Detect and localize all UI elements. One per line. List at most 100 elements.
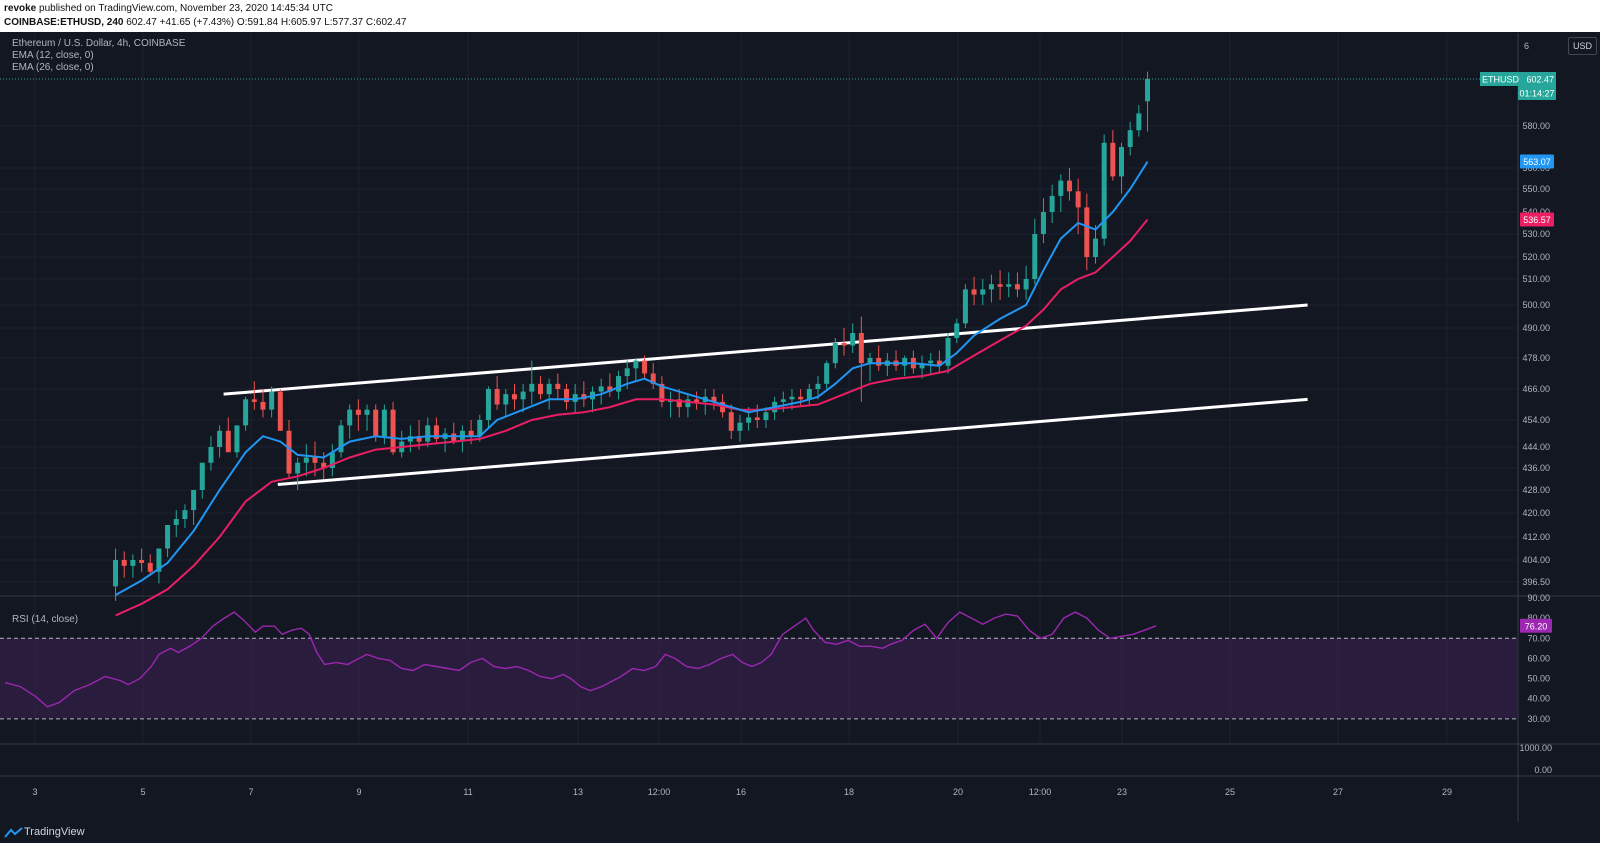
time-tick-label: 29 (1442, 787, 1452, 797)
time-tick-label: 7 (248, 787, 253, 797)
candle (347, 404, 353, 439)
vol-tick-label: 1000.00 (1519, 743, 1552, 753)
time-tick-label: 18 (844, 787, 854, 797)
candle (997, 270, 1003, 300)
candle (277, 389, 283, 431)
candle (546, 378, 552, 410)
candle (876, 345, 882, 371)
candle (980, 279, 986, 305)
price-timer: 01:14:27 (1519, 89, 1554, 99)
time-tick-label: 5 (140, 787, 145, 797)
candle-body (980, 289, 986, 295)
candle-body (1023, 279, 1029, 290)
candle (329, 444, 335, 477)
candle-body (338, 425, 344, 453)
candle (563, 383, 569, 410)
candle (607, 373, 613, 397)
candle-body (147, 562, 153, 572)
candle-body (563, 389, 569, 402)
candle-body (156, 548, 162, 572)
price-tick-label: 454.00 (1522, 415, 1550, 425)
candle-body (191, 490, 197, 511)
candle-body (286, 430, 292, 474)
price-tick-label: 436.00 (1522, 463, 1550, 473)
candle-body (312, 457, 318, 463)
candle-body (780, 399, 786, 402)
currency-button[interactable]: USD (1568, 37, 1597, 55)
candle-body (390, 409, 396, 453)
axes: 396.50 404.00 412.00 420.00 428.00 436.00 444.… (32, 41, 1556, 797)
candle-body (199, 462, 205, 490)
candle-body (113, 560, 119, 587)
candle-body (1058, 180, 1064, 196)
candle (728, 404, 734, 439)
candle (1119, 142, 1125, 194)
candle-body (694, 399, 700, 402)
publish-header: revoke published on TradingView.com, Nov… (0, 0, 1600, 32)
ema12-badge-bg (1520, 154, 1554, 169)
candle-body (1110, 142, 1116, 177)
candle-body (1127, 130, 1133, 147)
candle (1110, 130, 1116, 181)
candle-body (832, 343, 838, 364)
price-tick-label: 580.00 (1522, 121, 1550, 131)
candle-body (555, 383, 561, 389)
candle-body (364, 409, 370, 415)
legend-ema26: EMA (26, close, 0) (12, 62, 94, 73)
candle (962, 284, 968, 328)
candle (598, 378, 604, 405)
candle-body (1075, 191, 1081, 208)
price-tick-label: 412.00 (1522, 532, 1550, 542)
candle-body (269, 391, 275, 410)
candle (1101, 134, 1107, 246)
candle-body (971, 289, 977, 295)
candle-body (355, 409, 361, 415)
candle (1040, 198, 1046, 244)
candle-body (1040, 212, 1046, 234)
tradingview-logo-icon (4, 827, 23, 838)
candle (243, 396, 249, 431)
price-tick-label: 466.00 (1522, 384, 1550, 394)
candle (433, 417, 439, 445)
candle (156, 548, 162, 584)
candle (754, 404, 760, 429)
price-tick-label: 500.00 (1522, 300, 1550, 310)
candle-body (806, 389, 812, 400)
candle-body (789, 396, 795, 400)
rsi-tick-label: 70.00 (1527, 633, 1550, 643)
candle-body (642, 360, 648, 374)
candle-body (607, 386, 613, 392)
candle-body (798, 396, 804, 400)
candle-body (303, 457, 309, 463)
candle-body (633, 360, 639, 369)
price-change: +41.65 (+7.43%) (159, 17, 235, 28)
candle-body (616, 376, 622, 392)
candle-body (425, 425, 431, 442)
candle-body (416, 436, 422, 442)
candle (442, 428, 448, 453)
price-tick-label: 490.00 (1522, 323, 1550, 333)
candle-body (659, 383, 665, 402)
price-tick-label: 396.50 (1522, 577, 1550, 587)
candle-body (650, 373, 656, 384)
candle-body (746, 417, 752, 423)
time-tick-label: 11 (463, 787, 472, 797)
candle (182, 504, 188, 528)
ethusd-badge-price: 602.47 (1526, 75, 1554, 85)
candle (381, 404, 387, 445)
candle (338, 420, 344, 458)
candle-body (347, 409, 353, 426)
footer-bar: TradingView (0, 822, 1600, 843)
price-tick-label: 428.00 (1522, 485, 1550, 495)
candle-body (936, 360, 942, 366)
candle (494, 376, 500, 410)
candle (1032, 218, 1038, 285)
candle (1136, 105, 1142, 137)
candle-body (685, 399, 691, 408)
ema12-badge: 563.07 (1523, 157, 1551, 167)
candle (910, 350, 916, 374)
candle (832, 338, 838, 369)
rsi-pane (0, 33, 1600, 822)
candle (208, 436, 214, 471)
